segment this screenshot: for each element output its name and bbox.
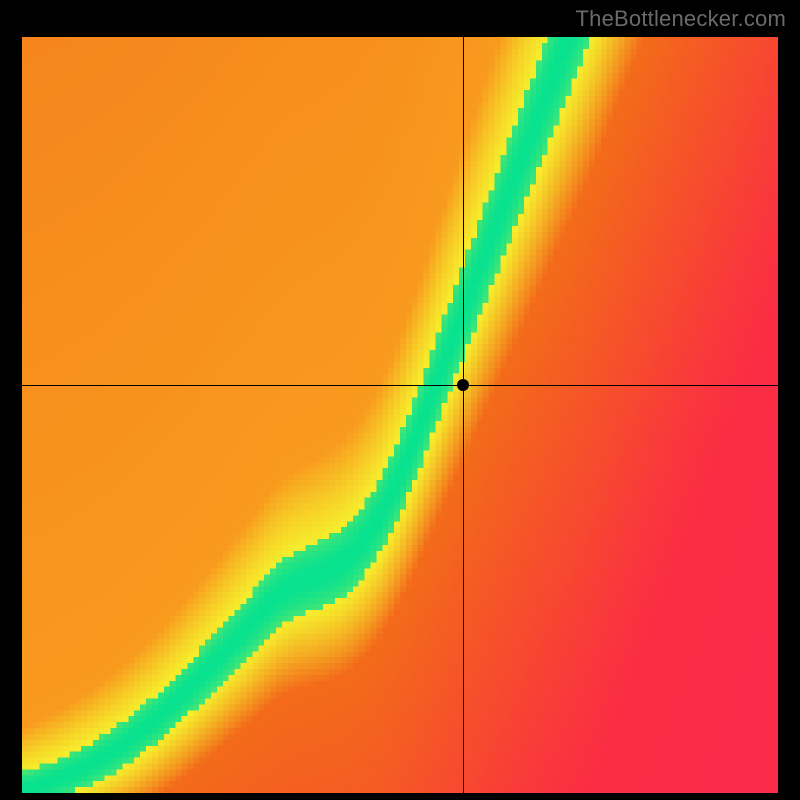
chart-frame: TheBottlenecker.com: [0, 0, 800, 800]
heatmap-plot-area: [20, 35, 780, 795]
heatmap-canvas: [22, 37, 778, 793]
watermark-text: TheBottlenecker.com: [576, 6, 786, 32]
